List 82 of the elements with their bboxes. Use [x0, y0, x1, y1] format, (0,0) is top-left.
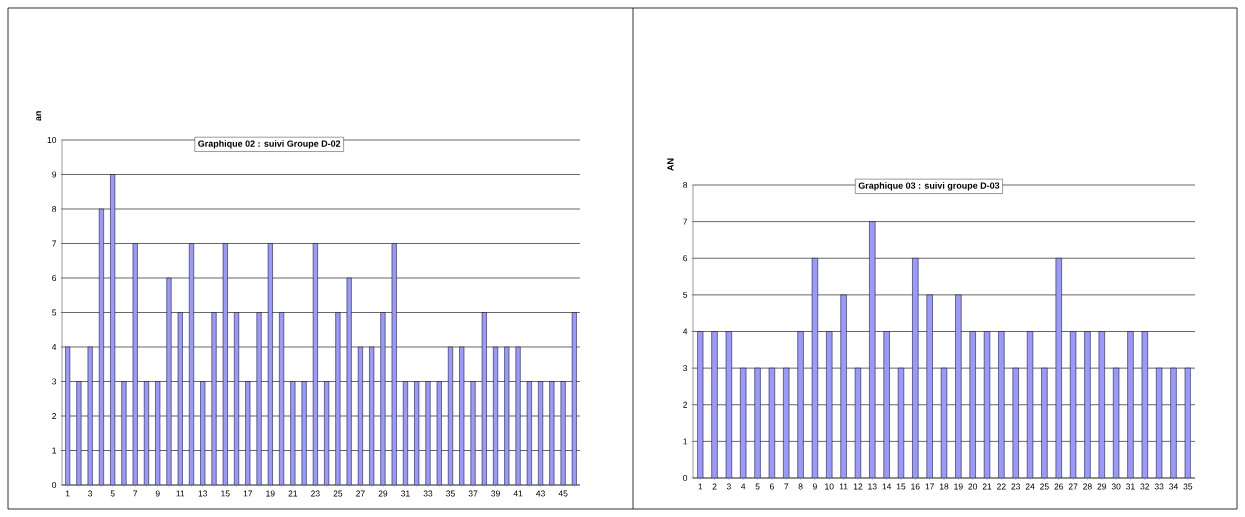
x-tick-label: 27 [1068, 483, 1078, 490]
x-tick-label: 29 [1097, 483, 1107, 490]
x-tick-label: 6 [769, 483, 774, 490]
y-tick-label: 7 [683, 218, 688, 225]
x-tick-label: 11 [839, 483, 848, 490]
x-tick-label: 13 [198, 490, 208, 497]
x-tick-label: 32 [1140, 483, 1150, 490]
x-tick-label: 23 [1011, 483, 1021, 490]
y-tick-label: 1 [683, 438, 688, 445]
x-tick-label: 2 [712, 483, 717, 490]
x-tick-label: 29 [378, 490, 388, 497]
x-tick-label: 9 [155, 490, 160, 497]
x-tick-label: 17 [243, 490, 253, 497]
x-tick-label: 35 [1183, 483, 1193, 490]
x-tick-label: 25 [333, 490, 343, 497]
y-tick-label: 0 [683, 475, 688, 481]
x-tick-label: 35 [446, 490, 455, 497]
x-tick-label: 9 [812, 483, 817, 490]
x-tick-label: 18 [939, 483, 949, 490]
chart-title: Graphique 03 : suivi groupe D-03 [858, 182, 1000, 191]
y-tick-label: 1 [52, 447, 57, 454]
y-tick-label: 5 [683, 291, 688, 298]
x-tick-label: 33 [423, 490, 433, 497]
x-tick-label: 20 [968, 483, 978, 490]
x-tick-label: 15 [896, 483, 906, 490]
y-axis-title: an [36, 111, 42, 121]
x-tick-label: 19 [954, 483, 963, 490]
y-tick-label: 9 [52, 171, 57, 178]
y-tick-label: 0 [52, 482, 57, 488]
x-tick-label: 16 [911, 483, 920, 490]
y-tick-label: 6 [683, 255, 688, 262]
x-tick-label: 28 [1083, 483, 1092, 490]
y-tick-label: 4 [682, 328, 688, 335]
x-tick-label: 7 [133, 490, 138, 497]
x-tick-label: 5 [110, 490, 115, 497]
x-tick-label: 19 [266, 490, 275, 497]
y-tick-label: 7 [52, 240, 57, 247]
y-tick-label: 8 [683, 182, 688, 188]
x-tick-label: 26 [1054, 483, 1064, 490]
y-tick-label: 8 [52, 206, 57, 212]
x-tick-label: 5 [755, 483, 760, 490]
y-axis-title: AN [667, 158, 674, 171]
x-tick-label: 17 [925, 483, 934, 490]
x-tick-label: 1 [698, 483, 703, 490]
y-tick-label: 5 [52, 309, 57, 316]
x-tick-label: 23 [311, 490, 320, 497]
x-tick-label: 37 [468, 490, 478, 497]
x-tick-label: 13 [868, 483, 877, 490]
x-tick-label: 7 [784, 483, 789, 490]
x-tick-label: 33 [1154, 483, 1164, 490]
x-tick-label: 10 [825, 483, 834, 490]
x-tick-label: 25 [1040, 483, 1049, 490]
x-tick-label: 15 [221, 490, 230, 497]
x-tick-label: 3 [726, 483, 731, 490]
x-tick-label: 45 [558, 490, 568, 497]
x-tick-label: 4 [741, 483, 746, 490]
x-tick-label: 12 [853, 483, 863, 490]
x-tick-label: 1 [65, 490, 70, 497]
x-tick-label: 3 [88, 490, 93, 497]
x-tick-label: 24 [1025, 483, 1035, 490]
x-tick-label: 31 [401, 490, 410, 497]
y-tick-label: 3 [52, 378, 57, 385]
x-tick-label: 8 [798, 483, 803, 490]
y-tick-label: 3 [683, 365, 688, 372]
x-tick-label: 43 [536, 490, 545, 497]
y-tick-label: 2 [52, 413, 57, 419]
y-tick-label: 2 [683, 401, 688, 408]
x-tick-label: 34 [1169, 483, 1178, 490]
x-tick-label: 22 [997, 483, 1006, 490]
x-tick-label: 41 [513, 490, 523, 497]
chart-title: Graphique 02 : suivi Groupe D-02 [198, 140, 341, 149]
x-tick-label: 31 [1126, 483, 1135, 490]
x-tick-label: 21 [288, 490, 298, 497]
x-tick-label: 21 [982, 483, 992, 490]
x-tick-label: 11 [176, 490, 185, 497]
y-tick-label: 4 [51, 344, 57, 350]
x-tick-label: 39 [491, 490, 500, 497]
x-tick-label: 30 [1111, 483, 1121, 490]
y-tick-label: 6 [52, 275, 57, 281]
x-tick-label: 27 [356, 490, 365, 497]
y-tick-label: 10 [47, 137, 57, 143]
x-tick-label: 14 [882, 483, 892, 490]
